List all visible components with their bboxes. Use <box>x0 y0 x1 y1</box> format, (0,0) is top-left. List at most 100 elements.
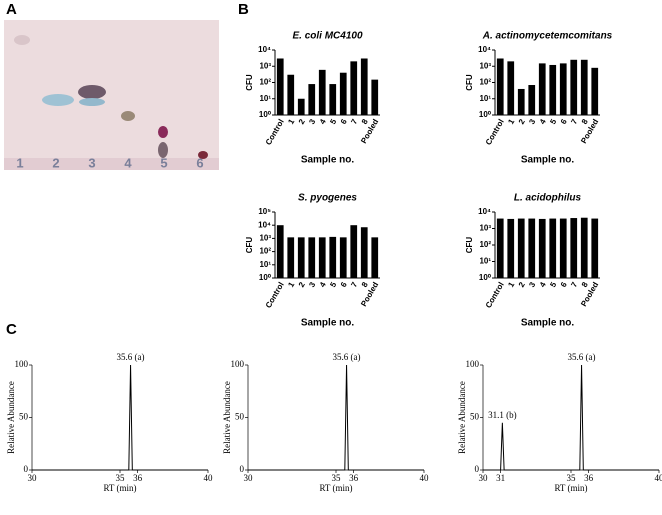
bar <box>329 236 337 278</box>
x-tick-label: 6 <box>559 280 569 289</box>
x-tick-label: 3 <box>307 280 317 289</box>
bar <box>318 237 326 278</box>
chart-title: A. actinomycetemcomitans <box>482 31 613 42</box>
x-tick-label: 35 <box>332 473 342 483</box>
bar <box>528 218 536 278</box>
bar <box>287 237 295 278</box>
bar <box>591 67 599 115</box>
x-tick-label: 40 <box>655 473 662 483</box>
y-tick-label: 10⁰ <box>259 110 272 119</box>
y-tick-label: 10² <box>259 247 271 256</box>
bar <box>538 63 546 115</box>
peak-label: 31.1 (b) <box>488 410 517 420</box>
y-tick-label: 50 <box>19 412 29 422</box>
x-tick-label: 2 <box>297 280 307 289</box>
x-tick-label: 7 <box>349 280 359 289</box>
y-tick-label: 10⁵ <box>258 207 271 216</box>
x-tick-label: 5 <box>548 117 558 126</box>
y-axis-label: Relative Abundance <box>222 381 232 454</box>
x-tick-label: 2 <box>517 117 527 126</box>
x-axis-label: RT (min) <box>103 483 136 493</box>
y-tick-label: 10² <box>259 78 271 87</box>
bar <box>559 63 567 115</box>
lane-label: 2 <box>52 155 59 170</box>
x-tick-label: 30 <box>244 473 254 483</box>
y-axis-label: Relative Abundance <box>6 381 16 454</box>
y-tick-label: 100 <box>231 359 245 369</box>
x-tick-label: 3 <box>527 280 537 289</box>
y-tick-label: 50 <box>470 412 480 422</box>
x-tick-label: 35 <box>116 473 126 483</box>
y-tick-label: 10⁴ <box>258 45 271 54</box>
x-tick-label: 7 <box>569 117 579 126</box>
peak-label: 35.6 (a) <box>117 352 145 362</box>
tlc-plate <box>4 20 219 170</box>
lane-label: 4 <box>124 155 132 170</box>
bar <box>580 217 588 278</box>
panel-label: C <box>6 321 17 338</box>
y-tick-label: 10⁰ <box>259 273 272 282</box>
bar <box>360 227 368 278</box>
y-tick-label: 0 <box>24 464 29 474</box>
x-tick-label: 5 <box>328 280 338 289</box>
x-tick-label: 8 <box>580 117 590 126</box>
y-tick-label: 10² <box>479 78 491 87</box>
bar <box>350 61 358 115</box>
y-axis-label: Relative Abundance <box>457 381 467 454</box>
chromatogram-line <box>483 364 659 471</box>
x-tick-label: Control <box>484 118 506 147</box>
y-tick-label: 10⁴ <box>258 220 271 229</box>
bar <box>371 237 379 278</box>
y-axis-label: CFU <box>245 237 254 254</box>
y-tick-label: 10² <box>479 240 491 249</box>
y-axis-label: CFU <box>465 237 474 254</box>
y-tick-label: 0 <box>475 464 480 474</box>
bar <box>297 98 305 115</box>
bar <box>570 218 578 278</box>
x-tick-label: 1 <box>506 117 516 126</box>
bar <box>308 84 316 115</box>
x-tick-label: 7 <box>569 280 579 289</box>
x-tick-label: 36 <box>133 473 143 483</box>
bar <box>538 218 546 278</box>
x-tick-label: Control <box>484 281 506 310</box>
x-tick-label: 4 <box>538 280 548 289</box>
x-tick-label: 4 <box>538 117 548 126</box>
bar <box>350 225 358 278</box>
bar <box>339 237 347 278</box>
x-tick-label: 6 <box>339 117 349 126</box>
x-axis-label: Sample no. <box>301 318 355 329</box>
bar <box>496 58 504 115</box>
bar <box>549 64 557 115</box>
x-tick-label: 3 <box>527 117 537 126</box>
x-tick-label: 5 <box>548 280 558 289</box>
bar <box>318 69 326 115</box>
bar <box>297 237 305 278</box>
y-axis-label: CFU <box>465 74 474 91</box>
lane-label: 3 <box>88 155 95 170</box>
y-tick-label: 10³ <box>259 234 271 243</box>
x-tick-label: 30 <box>28 473 38 483</box>
y-tick-label: 0 <box>240 464 245 474</box>
y-tick-label: 100 <box>466 359 480 369</box>
y-tick-label: 100 <box>15 359 29 369</box>
x-tick-label: 4 <box>318 280 328 289</box>
y-tick-label: 10⁰ <box>479 273 492 282</box>
x-tick-label: 40 <box>420 473 430 483</box>
bar <box>570 59 578 115</box>
x-tick-label: 1 <box>286 280 296 289</box>
panel-label: A <box>6 1 17 18</box>
y-tick-label: 10¹ <box>479 257 491 266</box>
bar <box>507 61 515 115</box>
x-tick-label: 31 <box>496 473 505 483</box>
bar <box>517 88 525 115</box>
y-tick-label: 10¹ <box>259 260 271 269</box>
chart-title: L. acidophilus <box>514 193 582 204</box>
panel-label: B <box>238 1 249 18</box>
bar <box>507 218 515 278</box>
x-axis-label: RT (min) <box>319 483 352 493</box>
y-tick-label: 10³ <box>479 224 491 233</box>
peak-label: 35.6 (a) <box>568 352 596 362</box>
x-tick-label: 7 <box>349 117 359 126</box>
